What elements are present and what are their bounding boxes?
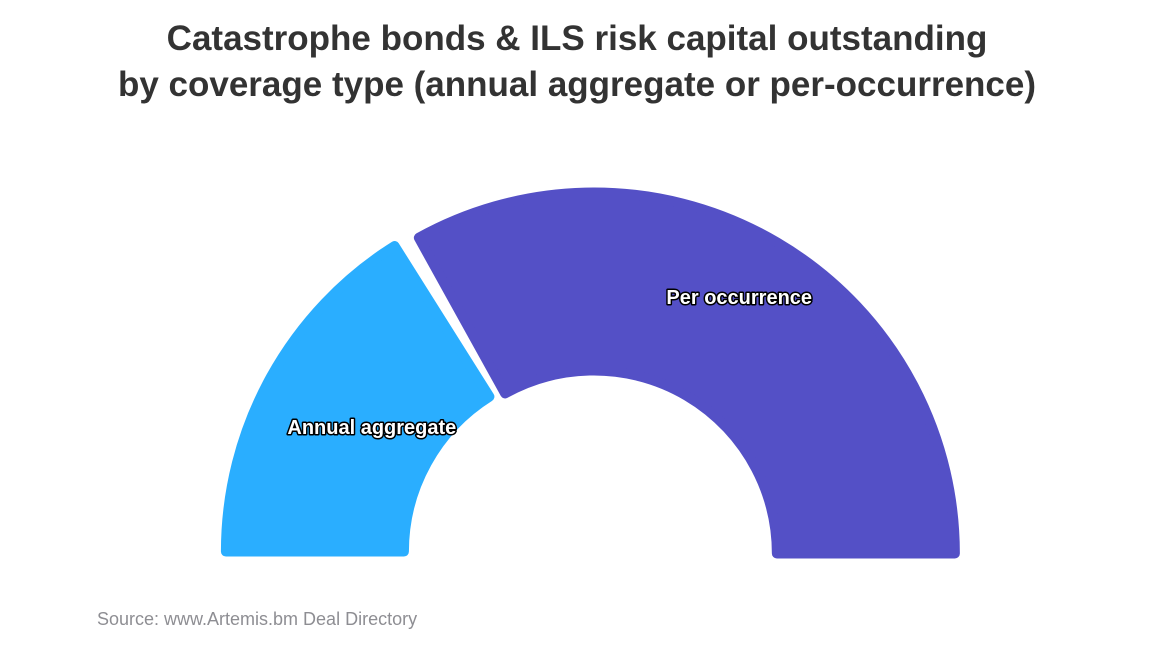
slices-layer — [220, 187, 960, 559]
slice-annual-aggregate — [220, 241, 495, 557]
chart-title-line-1: Catastrophe bonds & ILS risk capital out… — [166, 19, 988, 58]
slice-label-per-occurrence: Per occurrence — [666, 287, 812, 309]
slice-label-annual-aggregate: Annual aggregate — [287, 417, 456, 439]
slice-per-occurrence — [413, 187, 960, 559]
labels-layer: Annual aggregate Per occurrence — [286, 285, 814, 440]
chart-title: Catastrophe bonds & ILS risk capital out… — [0, 16, 1154, 108]
chart-title-line-2: by coverage type (annual aggregate or pe… — [117, 65, 1037, 104]
source-note: Source: www.Artemis.bm Deal Directory — [97, 609, 418, 629]
